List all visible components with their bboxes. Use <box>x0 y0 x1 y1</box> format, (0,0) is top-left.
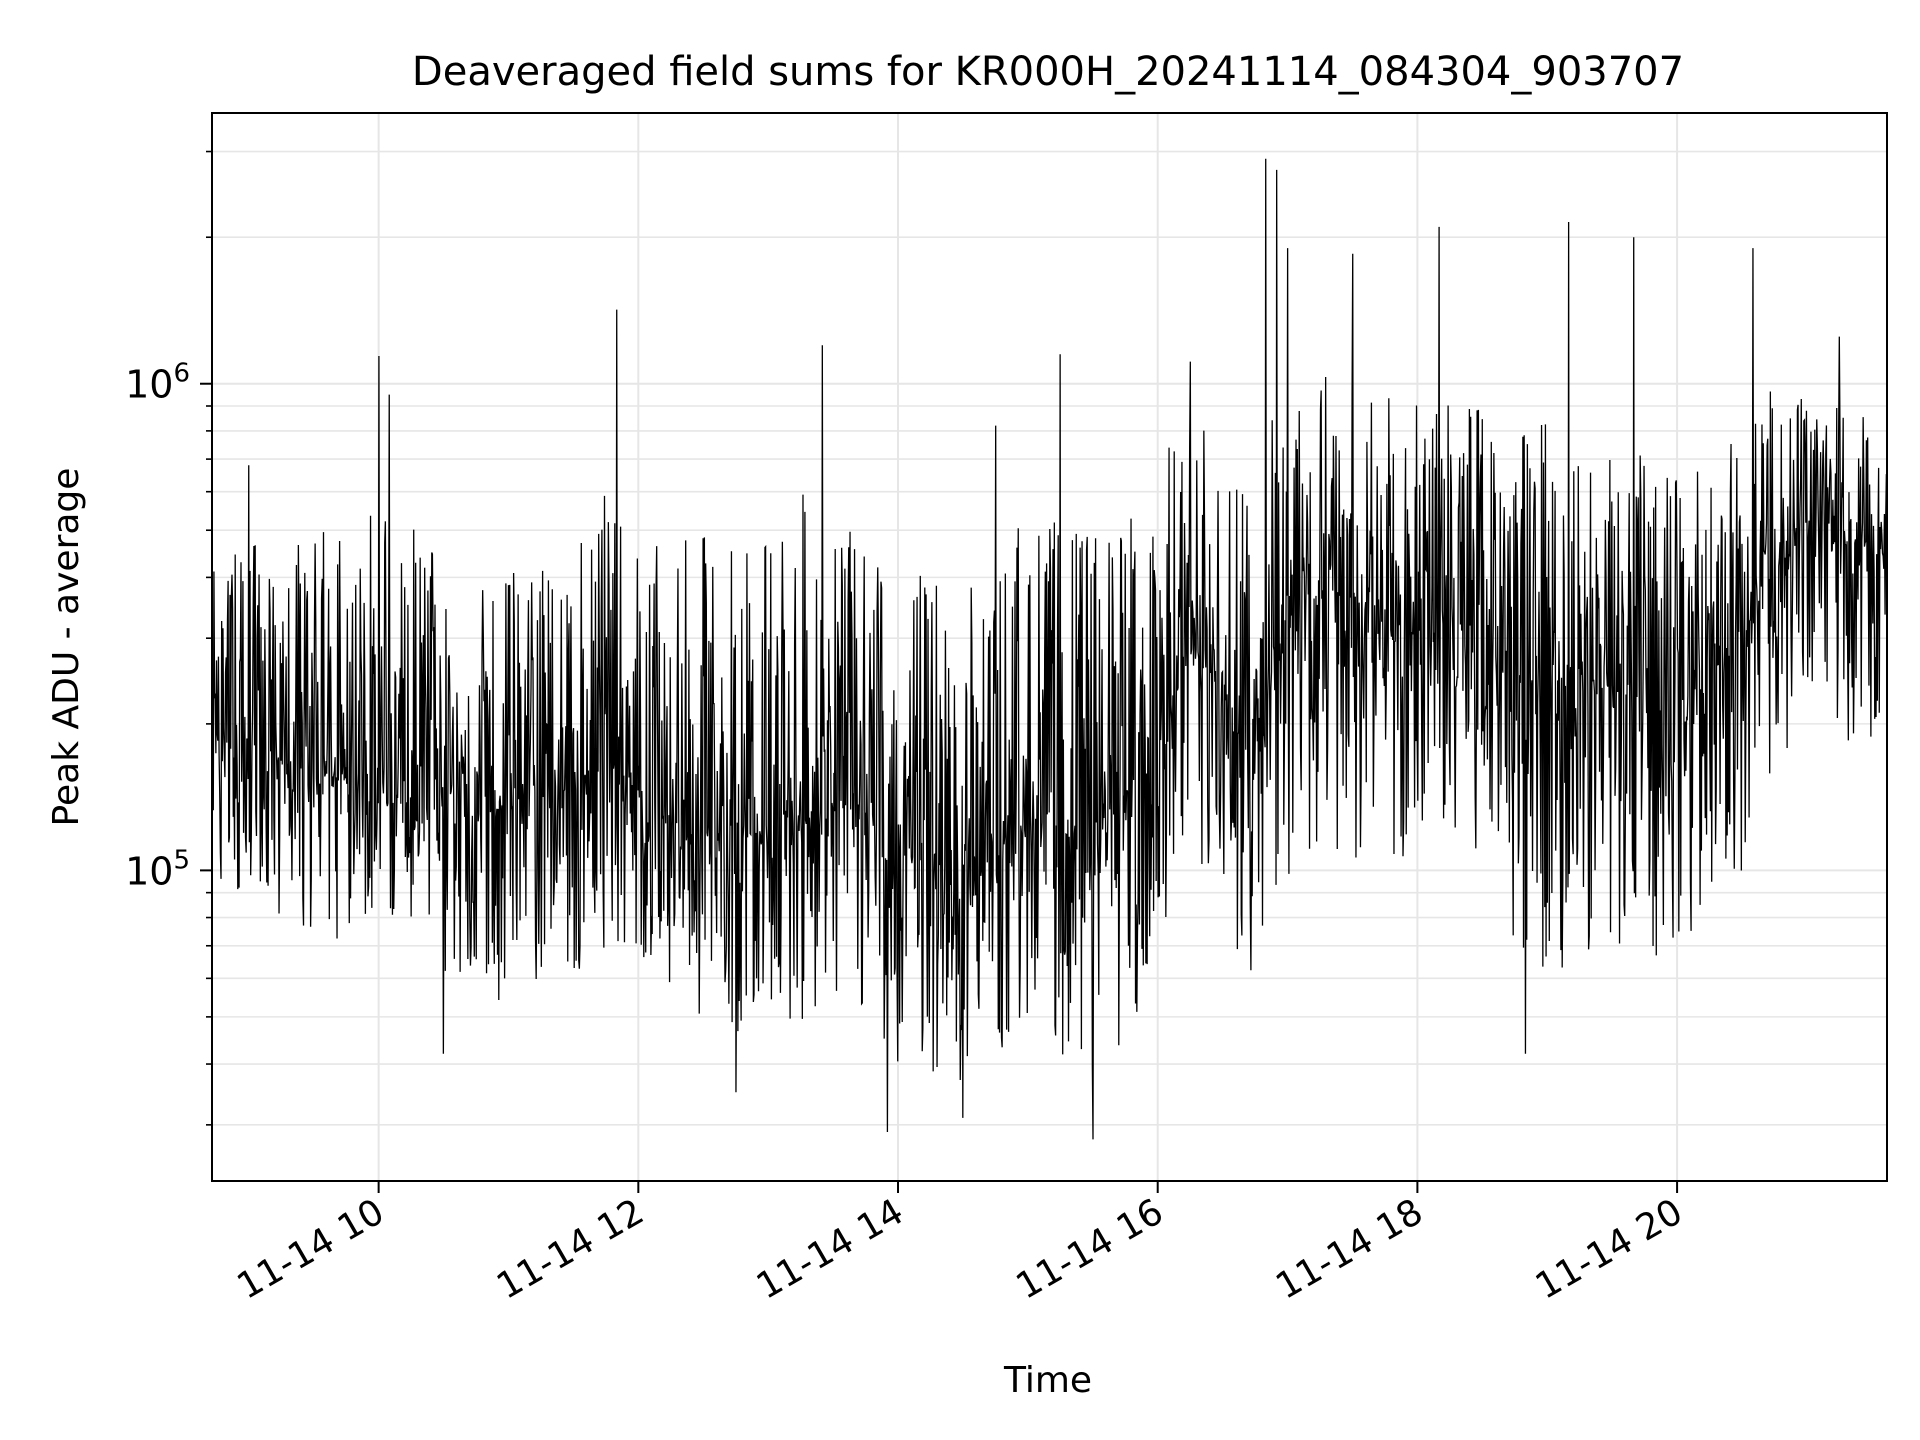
x-axis-label: Time <box>1003 1360 1092 1401</box>
series-line <box>212 158 1887 1140</box>
y-axis-label: Peak ADU - average <box>46 468 87 827</box>
plot-frame <box>211 112 1888 1182</box>
chart-title: Deaveraged field sums for KR000H_2024111… <box>412 49 1684 95</box>
series-path <box>212 158 1887 1140</box>
y-axis: 105 106 <box>125 359 190 894</box>
y-tick-label: 105 <box>125 845 190 893</box>
y-tick-label: 106 <box>125 359 190 407</box>
